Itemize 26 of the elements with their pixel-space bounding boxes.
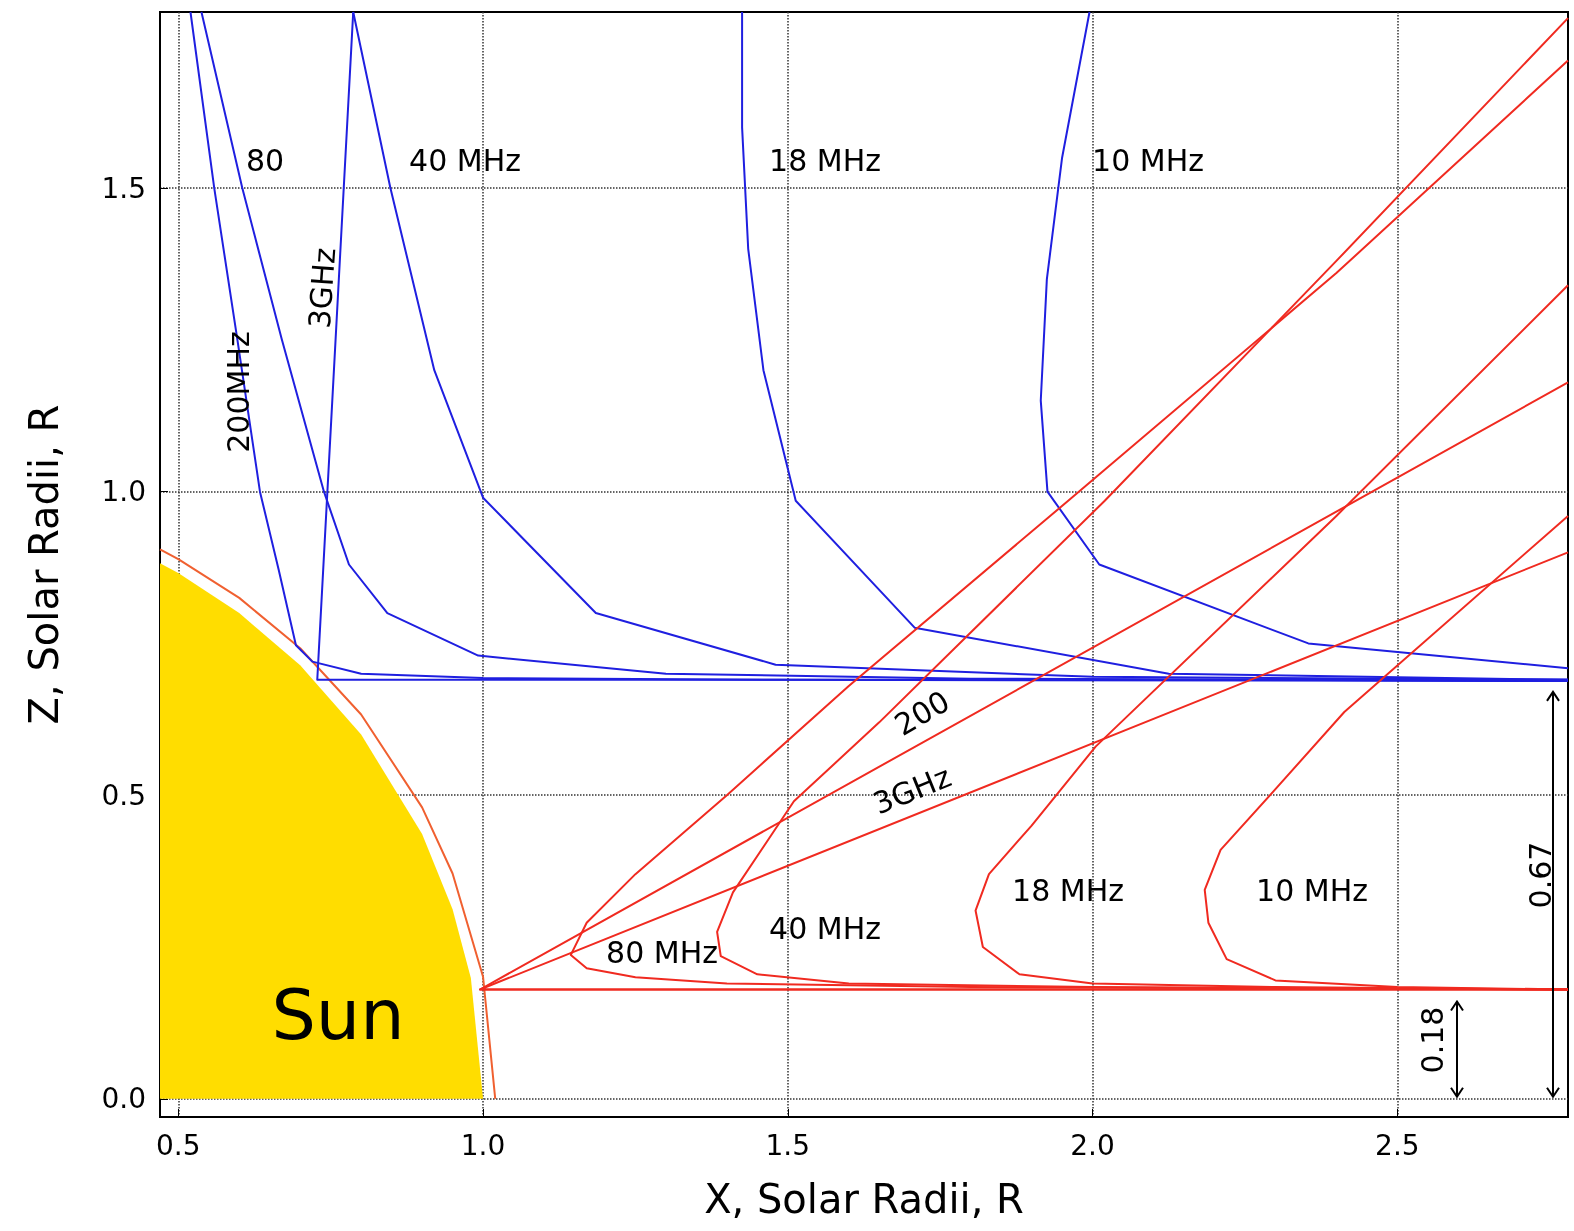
y-tick-label: 0.5: [101, 778, 146, 812]
x-tick-label: 1.0: [460, 1128, 506, 1162]
y-axis-title: Z, Solar Radii, R: [21, 404, 67, 725]
x-axis-title: X, Solar Radii, R: [704, 1176, 1024, 1222]
annotation: 200MHz: [220, 331, 256, 453]
annotation: 3GHz: [868, 758, 956, 822]
annotation: 0.67: [1522, 841, 1558, 909]
annotation: 18 MHz: [769, 142, 881, 178]
annotation: 80: [245, 142, 285, 178]
x-tick-label: 0.5: [156, 1128, 201, 1162]
annotation: 3GHz: [301, 246, 343, 330]
annotation: 40 MHz: [409, 142, 521, 178]
y-tick-label: 0.0: [101, 1082, 146, 1116]
y-tick-label: 1.5: [101, 171, 146, 205]
y-tick-label: 1.0: [101, 475, 146, 509]
annotation: 18 MHz: [1012, 872, 1124, 908]
x-tick-label: 2.0: [1070, 1128, 1115, 1162]
x-tick-label: 2.5: [1375, 1128, 1420, 1162]
annotation: 40 MHz: [769, 910, 881, 946]
annotation: 10 MHz: [1092, 142, 1204, 178]
annotation: 80 MHz: [606, 934, 718, 970]
annotation: 200: [888, 683, 956, 743]
annotation: 10 MHz: [1256, 872, 1368, 908]
annotation: 0.18: [1414, 1006, 1450, 1074]
x-tick-label: 1.5: [765, 1128, 811, 1162]
annotation: Sun: [271, 974, 405, 1056]
